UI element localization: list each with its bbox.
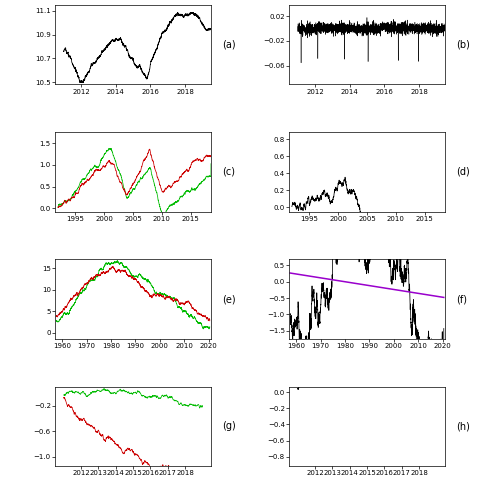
Text: (b): (b): [456, 40, 470, 50]
Text: (h): (h): [456, 422, 470, 432]
Text: (f): (f): [456, 294, 467, 304]
Text: (d): (d): [456, 167, 469, 177]
Text: (c): (c): [222, 167, 235, 177]
Text: (e): (e): [222, 294, 235, 304]
Text: (g): (g): [222, 422, 235, 432]
Text: (a): (a): [222, 40, 235, 50]
